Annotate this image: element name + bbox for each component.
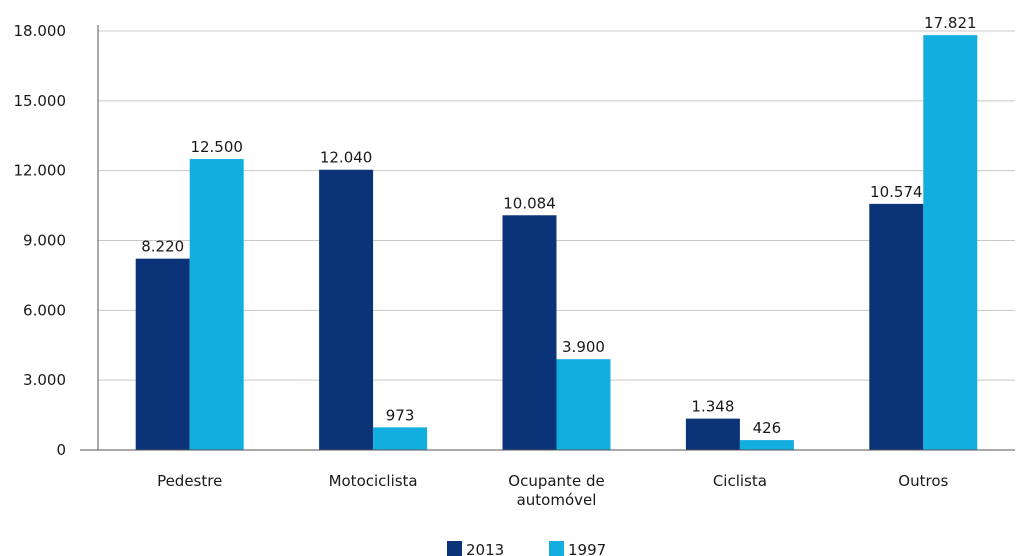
bar-2013	[502, 215, 557, 450]
category-label: Outros	[898, 472, 948, 490]
bar-1997	[556, 359, 611, 450]
category-label: Motociclista	[329, 472, 418, 490]
bars	[135, 35, 978, 451]
legend-label-2013: 2013	[466, 541, 504, 556]
y-tick-label: 12.000	[14, 162, 67, 180]
category-label: Ocupante de automóvel	[508, 472, 604, 509]
bar-2013	[135, 258, 190, 450]
y-tick-label: 6.000	[23, 301, 66, 319]
y-tick-label: 3.000	[23, 371, 66, 389]
x-axis: Pedestre Motociclista Ocupante de automóvel…	[80, 449, 1015, 509]
data-label-2013: 10.574	[870, 183, 923, 201]
y-tick-label: 0	[56, 441, 66, 459]
bar-2013	[685, 418, 740, 450]
data-label-1997: 17.821	[924, 14, 977, 32]
data-label-1997: 3.900	[562, 338, 605, 356]
bar-2013	[319, 169, 374, 451]
data-label-2013: 8.220	[141, 238, 184, 256]
data-label-2013: 10.084	[503, 194, 556, 212]
data-labels: 8.220 12.500 12.040 973 10.084 3.900 1.348 426 1…	[141, 14, 976, 437]
bar-2013	[869, 203, 924, 450]
y-axis: 0 3.000 6.000 9.000 12.000 15.000 18.000	[14, 22, 99, 459]
bar-1997	[189, 159, 244, 450]
y-tick-label: 18.000	[14, 22, 67, 40]
data-label-2013: 12.040	[320, 149, 373, 167]
category-label: Pedestre	[157, 472, 222, 490]
legend-swatch-1997	[549, 541, 564, 556]
y-tick-label: 15.000	[14, 92, 67, 110]
data-label-2013: 1.348	[691, 398, 734, 416]
legend-label-1997: 1997	[568, 541, 606, 556]
bar-1997	[923, 35, 978, 451]
legend-swatch-2013	[447, 541, 462, 556]
category-label: Ciclista	[713, 472, 767, 490]
data-label-1997: 973	[386, 406, 415, 424]
bar-1997	[739, 440, 794, 450]
legend: 2013 1997	[447, 541, 606, 556]
y-tick-label: 9.000	[23, 232, 66, 250]
data-label-1997: 12.500	[190, 138, 243, 156]
bar-1997	[373, 427, 428, 450]
data-label-1997: 426	[753, 419, 782, 437]
